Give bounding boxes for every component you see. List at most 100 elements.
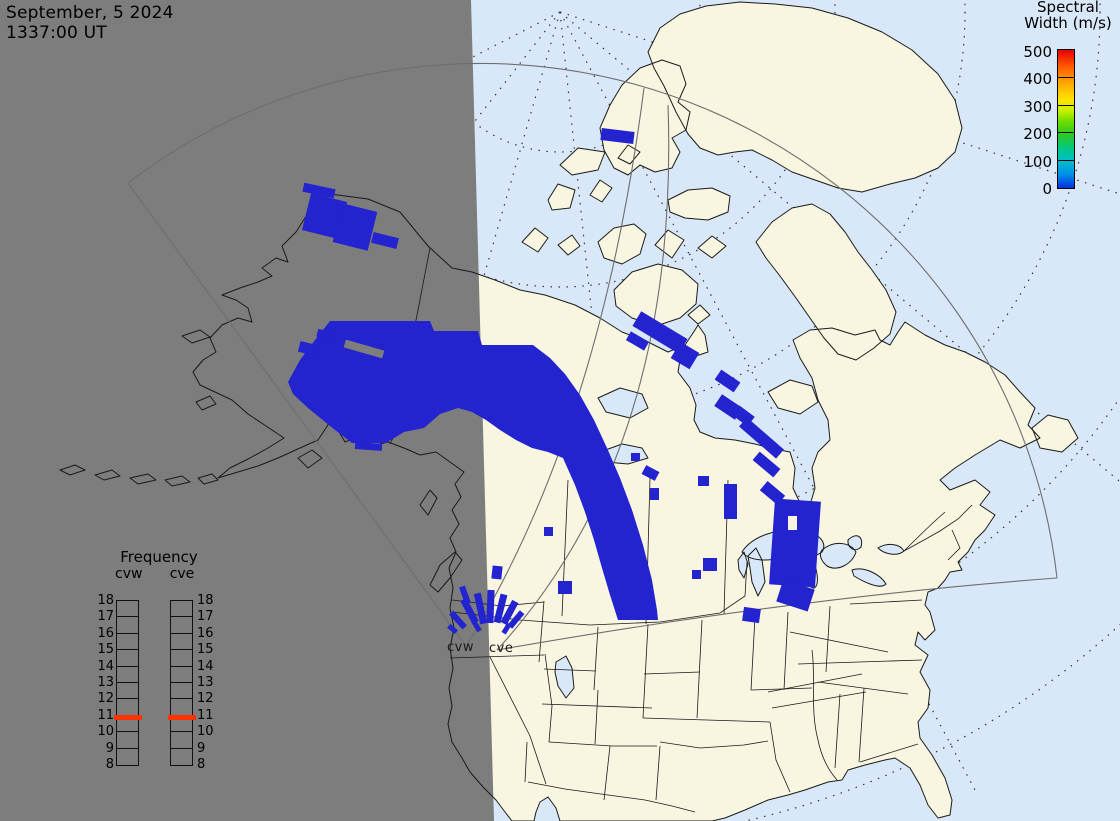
scatter-cell bbox=[447, 623, 458, 635]
scatter-cell bbox=[302, 182, 336, 199]
frequency-label-right-16: 16 bbox=[197, 625, 214, 641]
scatter-cell bbox=[600, 128, 635, 144]
fov-outer-arc bbox=[127, 62, 1058, 579]
frequency-label-right-15: 15 bbox=[197, 642, 214, 658]
scatter-cell bbox=[501, 622, 512, 635]
scatter-cell bbox=[625, 331, 650, 351]
spectral-width-scatter bbox=[288, 128, 821, 635]
frequency-cell bbox=[171, 732, 192, 749]
frequency-cell bbox=[117, 699, 138, 716]
frequency-column-cve: cve bbox=[169, 566, 195, 582]
scatter-cell bbox=[354, 442, 383, 451]
scatter-gap bbox=[343, 339, 385, 359]
frequency-label-right-12: 12 bbox=[197, 691, 214, 707]
frequency-cell bbox=[171, 601, 192, 618]
frequency-label-right-9: 9 bbox=[197, 740, 206, 756]
colorbar-gradient bbox=[1057, 49, 1075, 189]
colorbar-title: Spectral Width (m/s) bbox=[1024, 0, 1112, 32]
frequency-label-right-18: 18 bbox=[197, 593, 214, 608]
fov-west-edge bbox=[127, 182, 467, 647]
frequency-cell bbox=[171, 716, 192, 733]
scatter-cell bbox=[544, 527, 553, 536]
scatter-cell bbox=[371, 232, 399, 249]
frequency-cell bbox=[171, 634, 192, 651]
frequency-cell bbox=[171, 749, 192, 765]
scatter-cell bbox=[670, 341, 700, 370]
scatter-cell bbox=[491, 565, 503, 580]
scatter-cell bbox=[641, 465, 660, 481]
scatter-cell bbox=[473, 592, 488, 625]
frequency-cell bbox=[117, 601, 138, 618]
frequency-label-left-14: 14 bbox=[97, 658, 114, 674]
frequency-label-right-13: 13 bbox=[197, 675, 214, 690]
frequency-label-left-13: 13 bbox=[97, 675, 114, 690]
scatter-cell bbox=[459, 585, 471, 605]
frequency-cell bbox=[117, 617, 138, 634]
frequency-legend: Frequency cvw cve 18 18 17 17 16 16 15 15 14 14 13… bbox=[90, 548, 240, 788]
colorbar-tick-500: 500 bbox=[1023, 43, 1052, 61]
frequency-label-left-9: 9 bbox=[105, 740, 114, 756]
frequency-label-right-11: 11 bbox=[197, 707, 214, 723]
spectral-width-colorbar: Spectral Width (m/s) 500 400 300 200 100 0 bbox=[1016, 0, 1120, 198]
frequency-label-left-10: 10 bbox=[97, 724, 114, 740]
frequency-label-left-12: 12 bbox=[97, 691, 114, 707]
time-text: 1337:00 UT bbox=[6, 22, 107, 43]
frequency-cell bbox=[117, 749, 138, 765]
scatter-cell bbox=[486, 589, 495, 624]
colorbar-separator bbox=[1058, 104, 1074, 106]
frequency-cell bbox=[171, 699, 192, 716]
date-text: September, 5 2024 bbox=[6, 3, 174, 23]
scatter-cell bbox=[471, 619, 482, 633]
frequency-label-left-15: 15 bbox=[97, 642, 114, 658]
terminator-night-shade bbox=[0, 0, 494, 821]
frequency-scale-cvw bbox=[116, 600, 139, 766]
frequency-label-left-8: 8 bbox=[105, 757, 114, 772]
scatter-cell bbox=[776, 579, 815, 612]
scatter-cell bbox=[500, 599, 519, 626]
scatter-cell bbox=[739, 417, 784, 459]
scatter-cell bbox=[724, 484, 737, 519]
frequency-column-cvw: cvw bbox=[115, 566, 143, 582]
scatter-cell bbox=[692, 570, 701, 579]
frequency-label-right-10: 10 bbox=[197, 724, 214, 740]
scatter-cell bbox=[703, 558, 717, 571]
colorbar-separator bbox=[1058, 159, 1074, 161]
frequency-legend-title: Frequency bbox=[120, 548, 198, 566]
colorbar-separator bbox=[1058, 132, 1074, 134]
scatter-cell bbox=[650, 488, 659, 500]
scatter-gap bbox=[788, 516, 797, 530]
scatter-cell bbox=[301, 193, 348, 239]
scatter-cell bbox=[632, 311, 688, 354]
scatter-cell bbox=[752, 451, 781, 478]
colorbar-tick-400: 400 bbox=[1023, 70, 1052, 89]
frequency-cell bbox=[117, 716, 138, 733]
fov-mid-edge-2 bbox=[496, 104, 670, 651]
colorbar-tick-0: 0 bbox=[1042, 180, 1052, 198]
colorbar-tick-200: 200 bbox=[1023, 125, 1052, 144]
frequency-label-left-18: 18 bbox=[97, 593, 114, 608]
timestamp: September, 5 2024 1337:00 UT bbox=[6, 3, 174, 43]
frequency-cell bbox=[117, 634, 138, 651]
scatter-cell bbox=[631, 453, 640, 461]
scatter-cell bbox=[507, 610, 525, 629]
scatter-cell bbox=[714, 369, 741, 393]
scatter-cell bbox=[769, 498, 821, 588]
radar-site-label-cvw: cvw bbox=[447, 640, 474, 655]
radar-site-label-cve: cve bbox=[489, 641, 514, 656]
frequency-cell bbox=[117, 650, 138, 667]
scatter-cell bbox=[332, 203, 378, 251]
scatter-cell bbox=[558, 581, 572, 594]
frequency-label-right-8: 8 bbox=[197, 757, 206, 772]
frequency-label-left-16: 16 bbox=[97, 625, 114, 641]
active-frequency-marker-cvw bbox=[114, 715, 142, 720]
frequency-cell bbox=[171, 683, 192, 700]
frequency-label-right-14: 14 bbox=[197, 658, 214, 674]
scatter-cell bbox=[449, 610, 467, 630]
colorbar-tick-300: 300 bbox=[1023, 97, 1052, 116]
scatter-band bbox=[288, 321, 658, 620]
active-frequency-marker-cve bbox=[168, 715, 196, 720]
frequency-cell bbox=[117, 683, 138, 700]
coastline-outlines bbox=[59, 1, 1079, 821]
